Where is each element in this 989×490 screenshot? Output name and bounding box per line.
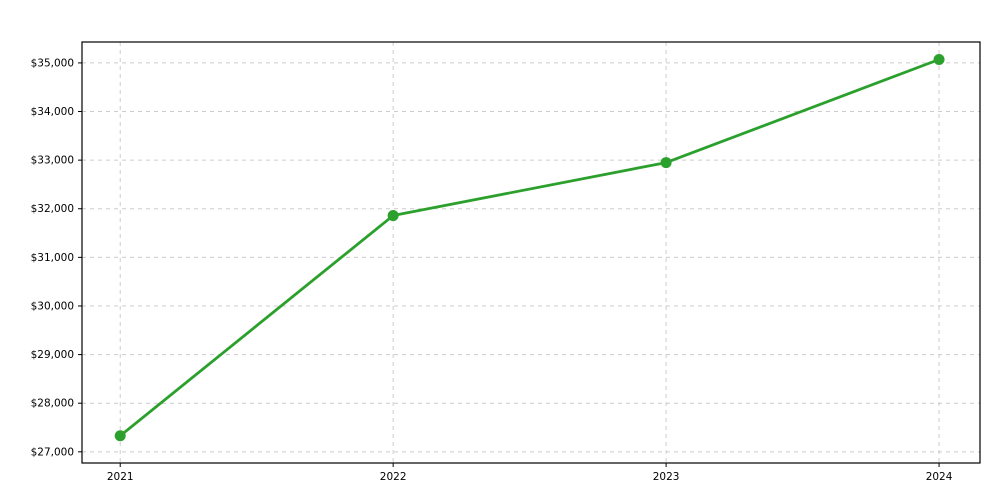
y-tick-label: $30,000 bbox=[31, 300, 74, 312]
y-tick-label: $28,000 bbox=[31, 398, 74, 410]
data-point-marker bbox=[387, 210, 399, 222]
y-tick-label: $33,000 bbox=[31, 155, 74, 167]
x-tick-label: 2021 bbox=[107, 471, 134, 483]
data-point-marker bbox=[933, 54, 945, 66]
y-tick-label: $31,000 bbox=[31, 252, 74, 264]
series-line bbox=[118, 58, 941, 438]
y-tick-label: $35,000 bbox=[31, 57, 74, 69]
y-tick-label: $34,000 bbox=[31, 106, 74, 118]
x-tick-label: 2024 bbox=[926, 471, 953, 483]
y-tick-label: $29,000 bbox=[31, 349, 74, 361]
y-tick-label: $27,000 bbox=[31, 446, 74, 458]
plot-border bbox=[81, 41, 981, 464]
x-tick-label: 2022 bbox=[380, 471, 407, 483]
data-point-marker bbox=[660, 157, 672, 169]
y-tick-label: $32,000 bbox=[31, 203, 74, 215]
x-tick-label: 2023 bbox=[653, 471, 680, 483]
plot-background bbox=[82, 42, 980, 463]
data-point-marker bbox=[114, 430, 126, 442]
